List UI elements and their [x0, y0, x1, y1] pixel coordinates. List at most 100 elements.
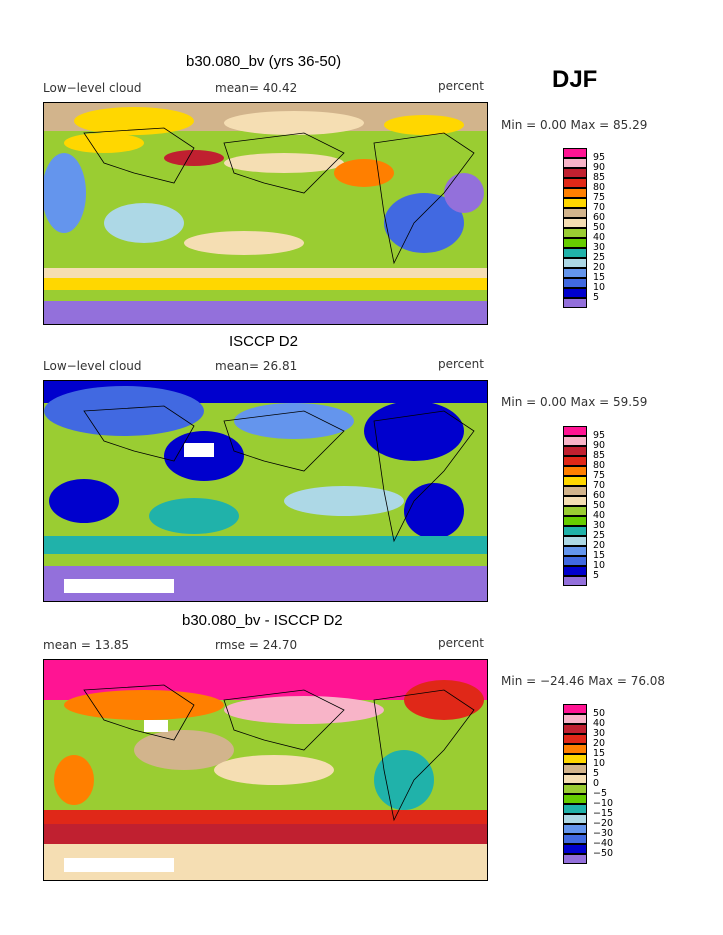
legend-swatch: [563, 784, 587, 794]
legend-label: 15: [593, 748, 606, 759]
legend-swatch: [563, 178, 587, 188]
legend-swatch: [563, 248, 587, 258]
legend-swatch: [563, 198, 587, 208]
legend-label: 20: [593, 738, 606, 749]
legend-swatch: [563, 814, 587, 824]
legend-swatch: [563, 288, 587, 298]
panel3-minmax: Min = −24.46 Max = 76.08: [501, 674, 666, 688]
legend-swatch: [563, 496, 587, 506]
panel3-title: b30.080_bv - ISCCP D2: [182, 612, 343, 629]
legend-swatch: [563, 268, 587, 278]
legend-swatch: [563, 824, 587, 834]
legend-label: 50: [593, 500, 606, 511]
panel2-mean-label: mean= 26.81: [215, 359, 298, 373]
legend-label: 25: [593, 530, 606, 541]
legend-label: 75: [593, 470, 606, 481]
legend-label: 20: [593, 262, 606, 273]
legend-label: 60: [593, 490, 606, 501]
panel1-legend: 95 90 85 80 75 70 60 50 40 30 25 20 15 1…: [563, 148, 643, 318]
legend-label: 15: [593, 272, 606, 283]
legend-label: 10: [593, 282, 606, 293]
legend-swatch: [563, 476, 587, 486]
legend-label: −20: [593, 818, 614, 829]
legend-swatch: [563, 854, 587, 864]
legend-label: −50: [593, 848, 614, 859]
legend-label: −40: [593, 838, 614, 849]
legend-swatch: [563, 238, 587, 248]
legend-swatch: [563, 804, 587, 814]
legend-label: 90: [593, 162, 606, 173]
legend-swatch: [563, 148, 587, 158]
legend-swatch: [563, 516, 587, 526]
legend-label: 50: [593, 222, 606, 233]
legend-swatch: [563, 536, 587, 546]
legend-label: 5: [593, 292, 600, 303]
legend-swatch: [563, 218, 587, 228]
legend-swatch: [563, 486, 587, 496]
legend-label: 10: [593, 758, 606, 769]
legend-swatch: [563, 436, 587, 446]
legend-swatch: [563, 734, 587, 744]
legend-swatch: [563, 188, 587, 198]
legend-label: 5: [593, 570, 600, 581]
panel2-units-label: percent: [438, 357, 484, 371]
panel2-left-label: Low−level cloud: [43, 359, 142, 373]
legend-swatch: [563, 278, 587, 288]
panel2-map: [43, 380, 488, 602]
legend-swatch: [563, 704, 587, 714]
panel2-title: ISCCP D2: [229, 333, 298, 350]
legend-label: 70: [593, 480, 606, 491]
legend-swatch: [563, 506, 587, 516]
legend-label: 40: [593, 232, 606, 243]
legend-label: 15: [593, 550, 606, 561]
legend-label: 40: [593, 510, 606, 521]
legend-label: −15: [593, 808, 614, 819]
panel1-map: [43, 102, 488, 325]
legend-swatch: [563, 456, 587, 466]
legend-label: 40: [593, 718, 606, 729]
legend-swatch: [563, 774, 587, 784]
legend-swatch: [563, 228, 587, 238]
legend-label: 80: [593, 182, 606, 193]
legend-label: 30: [593, 242, 606, 253]
panel1-units-label: percent: [438, 79, 484, 93]
panel3-map: [43, 659, 488, 881]
season-label: DJF: [552, 66, 598, 93]
legend-swatch: [563, 794, 587, 804]
legend-label: 80: [593, 460, 606, 471]
panel3-legend: 50 40 30 20 15 10 5 0 −5 −10 −15 −20 −30…: [563, 704, 643, 874]
legend-swatch: [563, 446, 587, 456]
legend-swatch: [563, 744, 587, 754]
legend-swatch: [563, 754, 587, 764]
legend-swatch: [563, 158, 587, 168]
legend-label: 25: [593, 252, 606, 263]
panel3-mean-label: mean = 13.85: [43, 638, 130, 652]
panel3-units-label: percent: [438, 636, 484, 650]
legend-swatch: [563, 556, 587, 566]
panel1-title: b30.080_bv (yrs 36-50): [186, 53, 342, 70]
legend-swatch: [563, 466, 587, 476]
legend-label: 95: [593, 430, 606, 441]
panel3-rmse-label: rmse = 24.70: [215, 638, 298, 652]
legend-label: 90: [593, 440, 606, 451]
legend-swatch: [563, 426, 587, 436]
legend-swatch: [563, 714, 587, 724]
legend-swatch: [563, 566, 587, 576]
legend-swatch: [563, 834, 587, 844]
legend-label: −30: [593, 828, 614, 839]
legend-label: 10: [593, 560, 606, 571]
legend-label: 95: [593, 152, 606, 163]
legend-swatch: [563, 724, 587, 734]
legend-label: 85: [593, 172, 606, 183]
legend-label: 85: [593, 450, 606, 461]
panel1-mean-label: mean= 40.42: [215, 81, 298, 95]
panel1-minmax: Min = 0.00 Max = 85.29: [501, 118, 648, 132]
panel2-minmax: Min = 0.00 Max = 59.59: [501, 395, 648, 409]
legend-label: 50: [593, 708, 606, 719]
legend-label: 5: [593, 768, 600, 779]
legend-swatch: [563, 764, 587, 774]
legend-swatch: [563, 576, 587, 586]
legend-label: 20: [593, 540, 606, 551]
legend-label: 60: [593, 212, 606, 223]
panel2-legend: 95 90 85 80 75 70 60 50 40 30 25 20 15 1…: [563, 426, 643, 596]
